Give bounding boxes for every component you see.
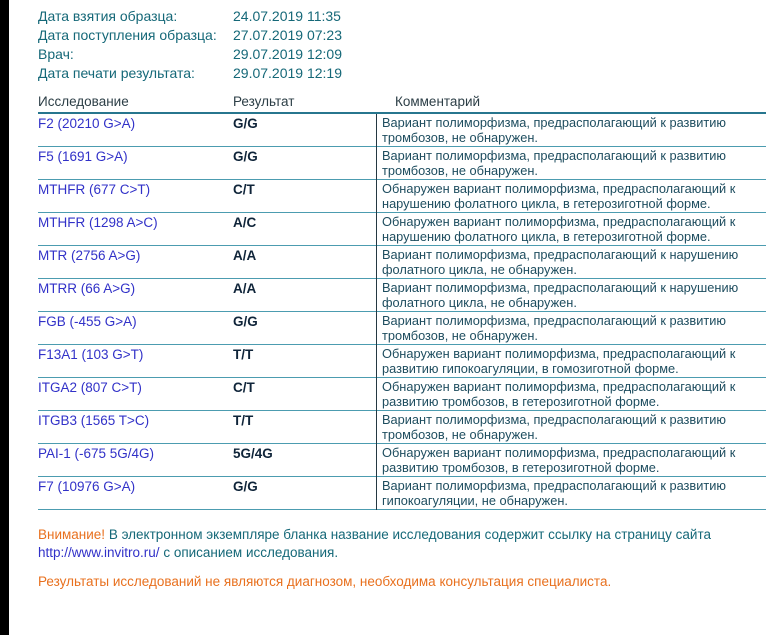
table-row: MTRR (66 A>G) A/A Вариант полиморфизма, … <box>38 279 766 312</box>
test-name-link[interactable]: MTHFR (677 C>T) <box>38 182 151 197</box>
info-label: Дата печати результата: <box>38 65 195 81</box>
comment-text: Вариант полиморфизма, предрасполагающий … <box>382 478 726 508</box>
comment-text: Вариант полиморфизма, предрасполагающий … <box>382 412 726 442</box>
test-name-link[interactable]: MTHFR (1298 A>C) <box>38 215 158 230</box>
info-value: 29.07.2019 12:19 <box>233 65 342 81</box>
info-label: Дата взятия образца: <box>38 8 178 24</box>
info-value: 27.07.2019 07:23 <box>233 27 342 43</box>
comment-text: Обнаружен вариант полиморфизма, предрасп… <box>382 346 736 376</box>
column-header-comment: Комментарий <box>395 94 481 109</box>
comment-text: Вариант полиморфизма, предрасполагающий … <box>382 247 739 277</box>
attention-text-before-link: В электронном экземпляре бланка название… <box>108 527 711 542</box>
table-row: F5 (1691 G>A) G/G Вариант полиморфизма, … <box>38 147 766 180</box>
info-label: Дата поступления образца: <box>38 27 217 43</box>
table-row: F2 (20210 G>A) G/G Вариант полиморфизма,… <box>38 114 766 147</box>
test-name-link[interactable]: MTR (2756 A>G) <box>38 248 141 263</box>
column-header-test: Исследование <box>38 94 129 109</box>
table-row: FGB (-455 G>A) G/G Вариант полиморфизма,… <box>38 312 766 345</box>
info-row-doctor: Врач: 29.07.2019 12:09 <box>38 45 766 64</box>
table-row: MTR (2756 A>G) A/A Вариант полиморфизма,… <box>38 246 766 279</box>
result-value: G/G <box>233 479 258 494</box>
result-value: T/T <box>233 347 254 362</box>
attention-note: Внимание! В электронном экземпляре бланк… <box>38 526 766 562</box>
table-row: F13A1 (103 G>T) T/T Обнаружен вариант по… <box>38 345 766 378</box>
info-label: Врач: <box>38 46 74 62</box>
test-name-link[interactable]: FGB (-455 G>A) <box>38 314 137 329</box>
comment-text: Вариант полиморфизма, предрасполагающий … <box>382 280 739 310</box>
result-value: A/A <box>233 248 257 263</box>
test-name-link[interactable]: MTRR (66 A>G) <box>38 281 136 296</box>
comment-text: Вариант полиморфизма, предрасполагающий … <box>382 148 726 178</box>
disclaimer-note: Результаты исследований не являются диаг… <box>38 574 612 589</box>
invitro-url-link[interactable]: http://www.invitro.ru/ <box>38 545 160 560</box>
result-value: C/T <box>233 380 255 395</box>
test-name-link[interactable]: F5 (1691 G>A) <box>38 149 128 164</box>
test-name-link[interactable]: ITGA2 (807 C>T) <box>38 380 142 395</box>
table-row: PAI-1 (-675 5G/4G) 5G/4G Обнаружен вариа… <box>38 444 766 477</box>
results-table: Исследование Результат Комментарий F2 (2… <box>38 92 766 510</box>
comment-text: Обнаружен вариант полиморфизма, предрасп… <box>382 214 736 244</box>
result-value: A/A <box>233 281 257 296</box>
comment-text: Обнаружен вариант полиморфизма, предрасп… <box>382 181 736 211</box>
test-name-link[interactable]: F7 (10976 G>A) <box>38 479 136 494</box>
table-row: ITGB3 (1565 T>C) T/T Вариант полиморфизм… <box>38 411 766 444</box>
test-name-link[interactable]: PAI-1 (-675 5G/4G) <box>38 446 155 461</box>
comment-text: Вариант полиморфизма, предрасполагающий … <box>382 313 726 343</box>
table-body: F2 (20210 G>A) G/G Вариант полиморфизма,… <box>38 114 766 510</box>
column-header-result: Результат <box>233 94 295 109</box>
left-edge-strip <box>0 0 9 635</box>
info-row-print-date: Дата печати результата: 29.07.2019 12:19 <box>38 64 766 83</box>
column-divider-line <box>376 114 377 510</box>
info-row-sample-received: Дата поступления образца: 27.07.2019 07:… <box>38 26 766 45</box>
sample-info-block: Дата взятия образца: 24.07.2019 11:35 Да… <box>38 7 766 83</box>
test-name-link[interactable]: F2 (20210 G>A) <box>38 116 136 131</box>
attention-text-after-link: с описанием исследования. <box>163 545 339 560</box>
result-value: 5G/4G <box>233 446 273 461</box>
comment-text: Обнаружен вариант полиморфизма, предрасп… <box>382 379 736 409</box>
comment-text: Обнаружен вариант полиморфизма, предрасп… <box>382 445 736 475</box>
table-row: MTHFR (677 C>T) C/T Обнаружен вариант по… <box>38 180 766 213</box>
attention-label: Внимание! <box>38 527 106 542</box>
result-value: T/T <box>233 413 254 428</box>
info-value: 24.07.2019 11:35 <box>233 8 341 24</box>
info-row-sample-taken: Дата взятия образца: 24.07.2019 11:35 <box>38 7 766 26</box>
test-name-link[interactable]: F13A1 (103 G>T) <box>38 347 144 362</box>
comment-text: Вариант полиморфизма, предрасполагающий … <box>382 115 726 145</box>
result-value: G/G <box>233 149 258 164</box>
report-content: Дата взятия образца: 24.07.2019 11:35 Да… <box>38 7 766 591</box>
table-header-row: Исследование Результат Комментарий <box>38 92 766 114</box>
table-row: MTHFR (1298 A>C) A/C Обнаружен вариант п… <box>38 213 766 246</box>
test-name-link[interactable]: ITGB3 (1565 T>C) <box>38 413 150 428</box>
table-row: F7 (10976 G>A) G/G Вариант полиморфизма,… <box>38 477 766 510</box>
result-value: G/G <box>233 314 258 329</box>
info-value: 29.07.2019 12:09 <box>233 46 342 62</box>
result-value: C/T <box>233 182 255 197</box>
table-row: ITGA2 (807 C>T) C/T Обнаружен вариант по… <box>38 378 766 411</box>
result-value: G/G <box>233 116 258 131</box>
result-value: A/C <box>233 215 257 230</box>
